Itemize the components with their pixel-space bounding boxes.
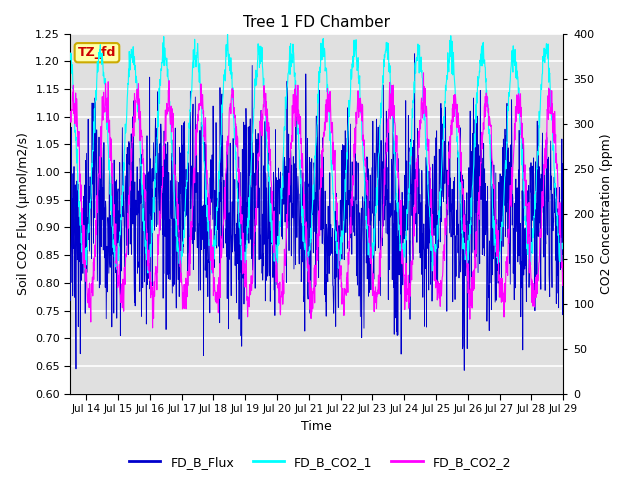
X-axis label: Time: Time — [301, 420, 332, 432]
Y-axis label: Soil CO2 Flux (μmol/m2/s): Soil CO2 Flux (μmol/m2/s) — [17, 132, 29, 295]
Y-axis label: CO2 Concentration (ppm): CO2 Concentration (ppm) — [600, 133, 613, 294]
Legend: FD_B_Flux, FD_B_CO2_1, FD_B_CO2_2: FD_B_Flux, FD_B_CO2_1, FD_B_CO2_2 — [124, 451, 516, 474]
Text: TZ_fd: TZ_fd — [78, 46, 116, 59]
Title: Tree 1 FD Chamber: Tree 1 FD Chamber — [243, 15, 390, 30]
